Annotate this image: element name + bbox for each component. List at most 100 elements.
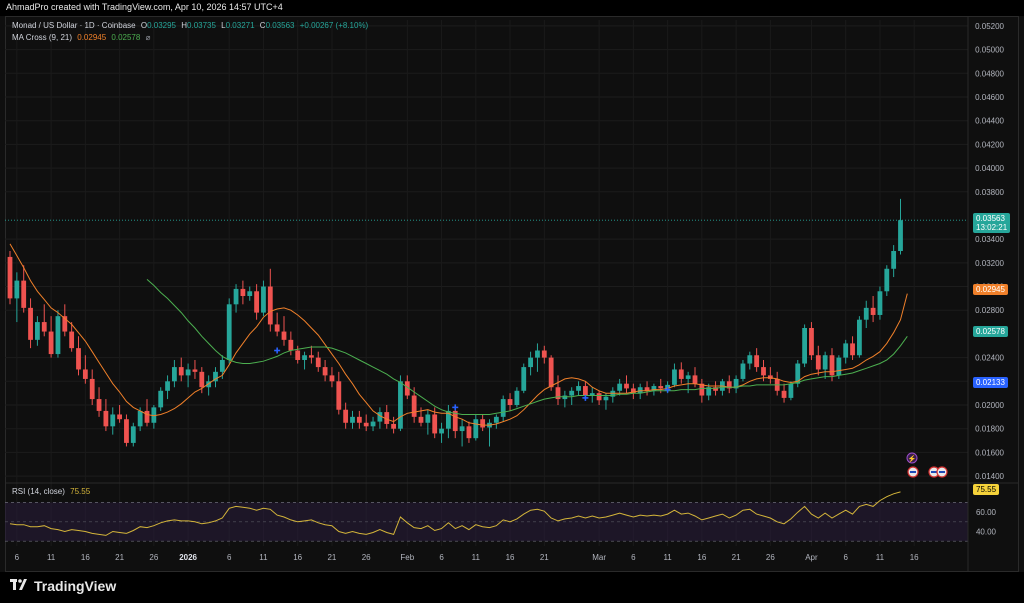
time-tick-label: 16 bbox=[506, 553, 515, 562]
grid bbox=[5, 20, 968, 546]
candle-body bbox=[507, 399, 513, 405]
candle-body bbox=[35, 322, 40, 340]
time-tick-label: 6 bbox=[631, 553, 636, 562]
close-value: 0.03563 bbox=[265, 21, 295, 30]
candle-body bbox=[137, 410, 143, 427]
candle-body bbox=[185, 369, 191, 376]
top-bar: AhmadPro created with TradingView.com, A… bbox=[0, 0, 1024, 16]
candle-body bbox=[761, 367, 766, 376]
candle-body bbox=[309, 355, 314, 358]
tradingview-logo[interactable]: TradingView bbox=[10, 578, 116, 594]
candle-body bbox=[356, 416, 362, 423]
candle-body bbox=[425, 414, 431, 423]
candle-body bbox=[363, 422, 369, 427]
candle-body bbox=[62, 316, 68, 332]
candle-body bbox=[76, 348, 81, 370]
event-icons: ⚡ bbox=[906, 452, 948, 478]
candle-body bbox=[500, 399, 506, 417]
candle-body bbox=[14, 280, 20, 299]
candle-body bbox=[692, 375, 698, 384]
time-tick-label: 21 bbox=[327, 553, 336, 562]
price-tick-label: 0.04000 bbox=[975, 164, 1004, 173]
candle-body bbox=[589, 393, 595, 396]
candle-body bbox=[377, 412, 383, 422]
price-tick-label: 0.02400 bbox=[975, 354, 1004, 363]
candle-body bbox=[480, 419, 486, 428]
candle-body bbox=[288, 339, 294, 351]
candle-body bbox=[398, 381, 403, 429]
ma-fast-value: 0.02945 bbox=[77, 33, 107, 42]
candle-body bbox=[630, 388, 636, 394]
ma-legend[interactable]: MA Cross (9, 21) 0.02945 0.02578 ⌀ bbox=[12, 33, 150, 42]
last-price-value: 0.03563 bbox=[976, 214, 1005, 223]
candle-body bbox=[343, 409, 349, 423]
candle-body bbox=[685, 375, 691, 379]
candle-body bbox=[548, 357, 554, 388]
candle-body bbox=[165, 381, 170, 391]
candle-body bbox=[836, 357, 842, 376]
candle-body bbox=[658, 386, 664, 389]
price-tick-label: 0.04800 bbox=[975, 69, 1004, 78]
candle-body bbox=[528, 357, 533, 368]
time-tick-label: 16 bbox=[293, 553, 302, 562]
candle-body bbox=[877, 291, 883, 315]
hidden-icon[interactable]: ⌀ bbox=[145, 33, 151, 42]
time-tick-label: 11 bbox=[472, 553, 481, 562]
ma-slow-line bbox=[146, 279, 908, 415]
candle-body bbox=[404, 381, 410, 396]
high-value: 0.03735 bbox=[187, 21, 216, 30]
axes: 0.05200 0.05000 0.04800 0.04600 0.04400 0.042… bbox=[5, 16, 1019, 572]
candle-body bbox=[117, 414, 122, 420]
price-tick-label: 0.01400 bbox=[975, 472, 1004, 481]
rsi-line bbox=[9, 491, 901, 536]
candle-body bbox=[651, 386, 657, 391]
time-tick-label: 26 bbox=[149, 553, 158, 562]
candle-body bbox=[172, 367, 177, 382]
candle-body bbox=[452, 410, 458, 432]
candle-body bbox=[247, 291, 253, 297]
rsi-legend-value: 75.55 bbox=[70, 487, 91, 496]
candle-body bbox=[226, 304, 232, 360]
price-tick-label: 0.05000 bbox=[975, 46, 1004, 55]
candle-body bbox=[624, 383, 629, 389]
event-bolt-glyph: ⚡ bbox=[908, 454, 917, 463]
price-tick-label: 0.01600 bbox=[975, 448, 1004, 457]
rsi-legend[interactable]: RSI (14, close) 75.55 bbox=[12, 487, 90, 496]
candle-body bbox=[541, 350, 547, 358]
candle-body bbox=[521, 367, 527, 391]
price-tick-label: 0.01800 bbox=[975, 425, 1004, 434]
candle-body bbox=[274, 324, 280, 332]
footer bbox=[0, 572, 1024, 603]
candle-body bbox=[473, 419, 479, 439]
time-tick-label: 11 bbox=[663, 553, 672, 562]
candle-body bbox=[863, 307, 869, 320]
candle-body bbox=[110, 414, 116, 427]
candle-body bbox=[843, 343, 849, 358]
candle-body bbox=[576, 386, 581, 391]
rsi-label: RSI (14, close) bbox=[12, 487, 65, 496]
candle-body bbox=[89, 378, 95, 400]
price-tick-label: 0.03200 bbox=[975, 259, 1004, 268]
candle-body bbox=[350, 416, 355, 423]
time-tick-label: 21 bbox=[115, 553, 124, 562]
candle-body bbox=[644, 387, 650, 391]
time-tick-label: 26 bbox=[362, 553, 371, 562]
candle-body bbox=[788, 383, 794, 398]
candle-body bbox=[569, 390, 575, 396]
candle-body bbox=[384, 412, 390, 424]
candle-body bbox=[69, 331, 75, 349]
time-tick-label: 16 bbox=[910, 553, 919, 562]
candle-body bbox=[898, 220, 903, 251]
candle-body bbox=[555, 387, 561, 400]
candle-body bbox=[82, 369, 88, 379]
candle-body bbox=[233, 288, 239, 305]
candle-body bbox=[706, 387, 712, 396]
candle-body bbox=[726, 381, 732, 389]
candle-body bbox=[637, 387, 643, 394]
candle-body bbox=[281, 331, 287, 340]
chart-frame[interactable] bbox=[5, 16, 1019, 572]
time-tick-label: 16 bbox=[81, 553, 90, 562]
candle-body bbox=[493, 416, 499, 423]
candle-body bbox=[411, 395, 417, 417]
